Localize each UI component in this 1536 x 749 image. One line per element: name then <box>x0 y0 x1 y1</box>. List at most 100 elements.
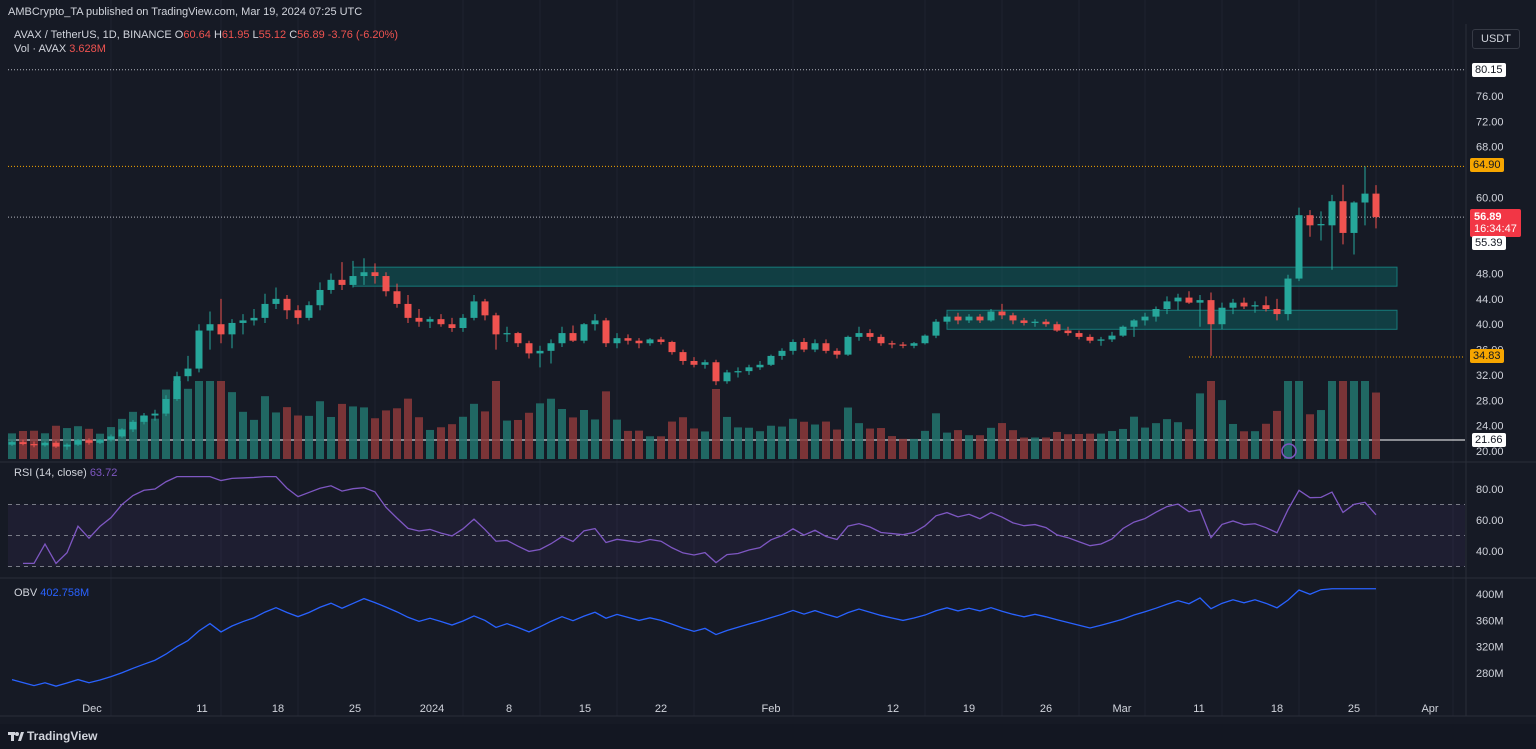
volume-bar <box>1262 423 1270 459</box>
volume-bar <box>558 408 566 459</box>
volume-bar <box>932 413 940 459</box>
candle <box>800 341 808 350</box>
candle <box>1075 333 1083 337</box>
candle <box>162 399 170 414</box>
candle <box>283 298 291 311</box>
candle <box>371 272 379 277</box>
candle <box>778 350 786 356</box>
volume-bar <box>1273 410 1281 459</box>
candle <box>129 421 137 430</box>
volume-bar <box>712 389 720 459</box>
price-axis-tick: 60.00 <box>1476 192 1504 204</box>
volume-bar <box>844 407 852 459</box>
volume-bar <box>371 418 379 459</box>
volume-bar <box>1053 431 1061 459</box>
price-badge-top: 80.15 <box>1472 63 1506 77</box>
candle <box>690 360 698 365</box>
candle <box>1350 202 1358 233</box>
candle <box>184 368 192 377</box>
candle <box>1317 224 1325 226</box>
candle <box>305 305 313 318</box>
candle <box>118 429 126 437</box>
volume-bar <box>767 425 775 459</box>
candle <box>1295 215 1303 279</box>
price-axis-tick: 68.00 <box>1476 142 1504 154</box>
candle <box>701 362 709 365</box>
chart-canvas[interactable]: 76.0072.0068.0060.0048.0044.0040.0036.00… <box>0 0 1536 724</box>
ohlc-close-label: C <box>289 29 298 41</box>
publisher-text: AMBCrypto_TA published on TradingView.co… <box>8 6 363 18</box>
volume-bar <box>591 419 599 459</box>
volume-bar <box>580 410 588 459</box>
candle <box>96 439 104 443</box>
candle <box>459 317 467 329</box>
candle <box>998 311 1006 316</box>
volume-bar <box>624 430 632 459</box>
time-axis-tick: Feb <box>762 703 781 715</box>
rsi-value: 63.72 <box>89 467 118 479</box>
time-axis-tick: Mar <box>1113 703 1132 715</box>
price-axis-tick: 28.00 <box>1476 395 1504 407</box>
time-axis-tick: 26 <box>1040 703 1052 715</box>
candle <box>228 322 236 335</box>
volume-bar <box>1108 431 1116 459</box>
candle <box>635 340 643 344</box>
price-axis-tick: 20.00 <box>1476 446 1504 458</box>
volume-bar <box>382 410 390 459</box>
candle <box>1196 300 1204 303</box>
price-badge-prev: 55.39 <box>1472 236 1506 250</box>
candle <box>767 355 775 365</box>
candle <box>173 376 181 400</box>
candle <box>1053 324 1061 331</box>
price-axis-tick: 72.00 <box>1476 116 1504 128</box>
ohlc-high-label: H <box>213 29 222 41</box>
volume-bar <box>437 427 445 459</box>
currency-button[interactable]: USDT <box>1472 29 1520 49</box>
candle <box>349 276 357 285</box>
volume-bar <box>1064 434 1072 459</box>
volume-bar <box>206 381 214 459</box>
footer-bar: TradingView <box>0 724 1536 749</box>
candle <box>481 301 489 316</box>
candle <box>1185 297 1193 303</box>
candle <box>910 343 918 346</box>
candle <box>503 333 511 335</box>
candle <box>250 317 258 321</box>
symbol-title[interactable]: AVAX / TetherUS, 1D, BINANCE <box>14 29 172 41</box>
volume-bar <box>404 398 412 459</box>
volume-bar <box>426 429 434 459</box>
candle <box>899 344 907 346</box>
candle <box>1273 309 1281 315</box>
candle <box>360 272 368 277</box>
candle <box>294 310 302 318</box>
price-badge-last: 56.89 16:34:47 <box>1470 209 1521 237</box>
candle <box>19 442 27 445</box>
candle <box>756 364 764 368</box>
volume-bar <box>569 417 577 459</box>
candle <box>1306 215 1314 226</box>
candle <box>404 303 412 318</box>
candle <box>943 316 951 322</box>
volume-bar <box>217 381 225 459</box>
volume-bar <box>514 419 522 459</box>
candle <box>866 333 874 337</box>
candle <box>1163 301 1171 309</box>
candle <box>1031 321 1039 323</box>
lightning-icon <box>1281 443 1297 459</box>
candle <box>1119 326 1127 336</box>
ohlc-change: -3.76 (-6.20%) <box>327 29 399 41</box>
obv-axis-tick: 400M <box>1476 589 1504 601</box>
time-axis-tick: Dec <box>82 703 102 715</box>
volume-bar <box>272 412 280 459</box>
volume-bar <box>1152 423 1160 459</box>
candle <box>613 338 621 344</box>
obv-legend: OBV 402.758M <box>14 587 89 599</box>
volume-bar <box>1075 433 1083 459</box>
support-zone <box>352 266 1398 287</box>
candle <box>426 319 434 322</box>
candle <box>151 413 159 416</box>
volume-legend: Vol · AVAX 3.628M <box>14 43 106 55</box>
volume-bar <box>239 411 247 459</box>
footer-brand[interactable]: TradingView <box>27 729 98 743</box>
